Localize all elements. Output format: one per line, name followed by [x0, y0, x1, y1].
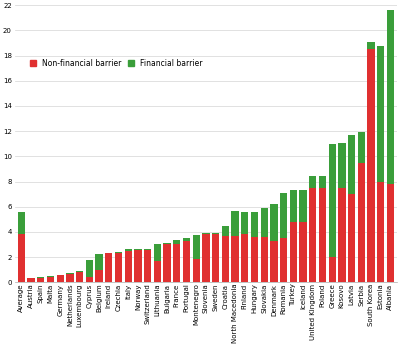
Legend: Non-financial barrier, Financial barrier: Non-financial barrier, Financial barrier [30, 59, 202, 68]
Bar [338, 143, 346, 188]
Bar [173, 244, 180, 282]
Bar [299, 190, 307, 222]
Bar [37, 278, 44, 282]
Bar [105, 253, 112, 282]
Bar [124, 249, 132, 251]
Bar [163, 243, 171, 244]
Bar [241, 234, 248, 282]
Bar [18, 212, 25, 234]
Bar [96, 270, 103, 282]
Bar [309, 176, 316, 188]
Bar [328, 257, 336, 282]
Bar [144, 250, 151, 282]
Bar [270, 241, 278, 282]
Bar [348, 135, 355, 194]
Bar [241, 212, 248, 234]
Bar [173, 240, 180, 244]
Bar [280, 238, 287, 282]
Bar [66, 273, 74, 274]
Bar [222, 236, 229, 282]
Bar [270, 203, 278, 241]
Bar [86, 277, 93, 282]
Bar [377, 182, 384, 282]
Bar [338, 188, 346, 282]
Bar [367, 42, 375, 49]
Bar [144, 249, 151, 250]
Bar [96, 254, 103, 270]
Bar [290, 190, 297, 222]
Bar [47, 276, 54, 282]
Bar [377, 46, 384, 182]
Bar [319, 188, 326, 282]
Bar [290, 222, 297, 282]
Bar [37, 277, 44, 278]
Bar [134, 250, 142, 282]
Bar [76, 271, 83, 272]
Bar [231, 236, 239, 282]
Bar [192, 259, 200, 282]
Bar [358, 163, 365, 282]
Bar [387, 184, 394, 282]
Bar [202, 233, 210, 234]
Bar [56, 275, 64, 282]
Bar [28, 279, 35, 282]
Bar [212, 233, 219, 234]
Bar [328, 144, 336, 257]
Bar [260, 237, 268, 282]
Bar [387, 10, 394, 184]
Bar [183, 238, 190, 241]
Bar [202, 234, 210, 282]
Bar [358, 133, 365, 163]
Bar [115, 252, 122, 253]
Bar [86, 260, 93, 277]
Bar [299, 222, 307, 282]
Bar [18, 234, 25, 282]
Bar [348, 194, 355, 282]
Bar [319, 176, 326, 188]
Bar [76, 272, 83, 282]
Bar [231, 211, 239, 236]
Bar [367, 49, 375, 282]
Bar [124, 251, 132, 282]
Bar [28, 278, 35, 279]
Bar [280, 193, 287, 238]
Bar [115, 253, 122, 282]
Bar [192, 235, 200, 259]
Bar [154, 262, 161, 282]
Bar [212, 234, 219, 282]
Bar [154, 244, 161, 262]
Bar [183, 241, 190, 282]
Bar [251, 212, 258, 237]
Bar [222, 226, 229, 236]
Bar [260, 208, 268, 237]
Bar [134, 249, 142, 250]
Bar [163, 244, 171, 282]
Bar [309, 188, 316, 282]
Bar [66, 274, 74, 282]
Bar [251, 237, 258, 282]
